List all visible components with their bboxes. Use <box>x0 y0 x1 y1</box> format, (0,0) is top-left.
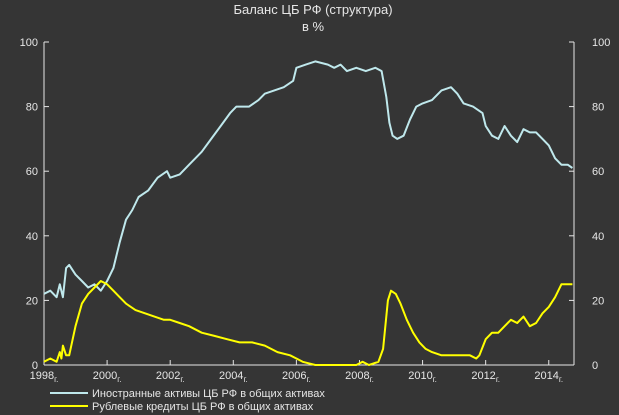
x-tick-suffix: г. <box>559 375 563 384</box>
legend-label-2: Рублевые кредиты ЦБ РФ в общих активах <box>92 401 314 413</box>
x-tick-suffix: г. <box>180 375 184 384</box>
legend-label-1: Иностранные активы ЦБ РФ в общих активах <box>92 388 325 400</box>
x-tick-year: 2004 <box>219 370 243 382</box>
x-tick-label: 2006г. <box>282 370 311 384</box>
y-tick-left-label: 0 <box>32 360 38 372</box>
y-tick-left-label: 20 <box>26 295 38 307</box>
series-line-1 <box>43 60 573 299</box>
x-tick-label: 2008г. <box>345 370 374 384</box>
y-tick-right-label: 20 <box>592 295 604 307</box>
x-tick-suffix: г. <box>370 375 374 384</box>
x-tick-suffix: г. <box>433 375 437 384</box>
x-tick-suffix: г. <box>496 375 500 384</box>
y-tick-right-label: 40 <box>592 231 604 243</box>
x-tick-year: 2002 <box>156 370 180 382</box>
x-tick-label: 2010г. <box>408 370 437 384</box>
x-tick-year: 2008 <box>345 370 369 382</box>
x-tick-label: 2014г. <box>534 370 563 384</box>
y-tick-left-label: 60 <box>26 166 38 178</box>
x-tick-year: 1998 <box>30 370 54 382</box>
x-tick-label: 2004г. <box>219 370 248 384</box>
x-tick-label: 2012г. <box>471 370 500 384</box>
x-tick-label: 2000г. <box>93 370 122 384</box>
y-tick-right-label: 60 <box>592 166 604 178</box>
y-tick-left-label: 40 <box>26 231 38 243</box>
x-tick-label: 2002г. <box>156 370 185 384</box>
series-line-2 <box>43 280 573 366</box>
y-tick-left-label: 100 <box>20 37 38 49</box>
x-tick-suffix: г. <box>243 375 247 384</box>
x-tick-year: 2006 <box>282 370 306 382</box>
series-layer <box>43 60 573 366</box>
y-tick-right-label: 100 <box>592 37 610 49</box>
x-tick-year: 2000 <box>93 370 117 382</box>
x-tick-suffix: г. <box>54 375 58 384</box>
x-tick-year: 2012 <box>471 370 495 382</box>
x-tick-suffix: г. <box>117 375 121 384</box>
chart-subtitle: в % <box>302 19 325 34</box>
y-tick-right-label: 0 <box>592 360 598 372</box>
x-tick-suffix: г. <box>307 375 311 384</box>
x-tick-year: 2010 <box>408 370 432 382</box>
x-tick-label: 1998г. <box>30 370 59 384</box>
chart-title: Баланс ЦБ РФ (структура) <box>233 2 392 17</box>
legend: Иностранные активы ЦБ РФ в общих активах… <box>50 388 325 413</box>
y-tick-left-label: 80 <box>26 102 38 114</box>
x-tick-year: 2014 <box>534 370 558 382</box>
y-tick-right-label: 80 <box>592 102 604 114</box>
